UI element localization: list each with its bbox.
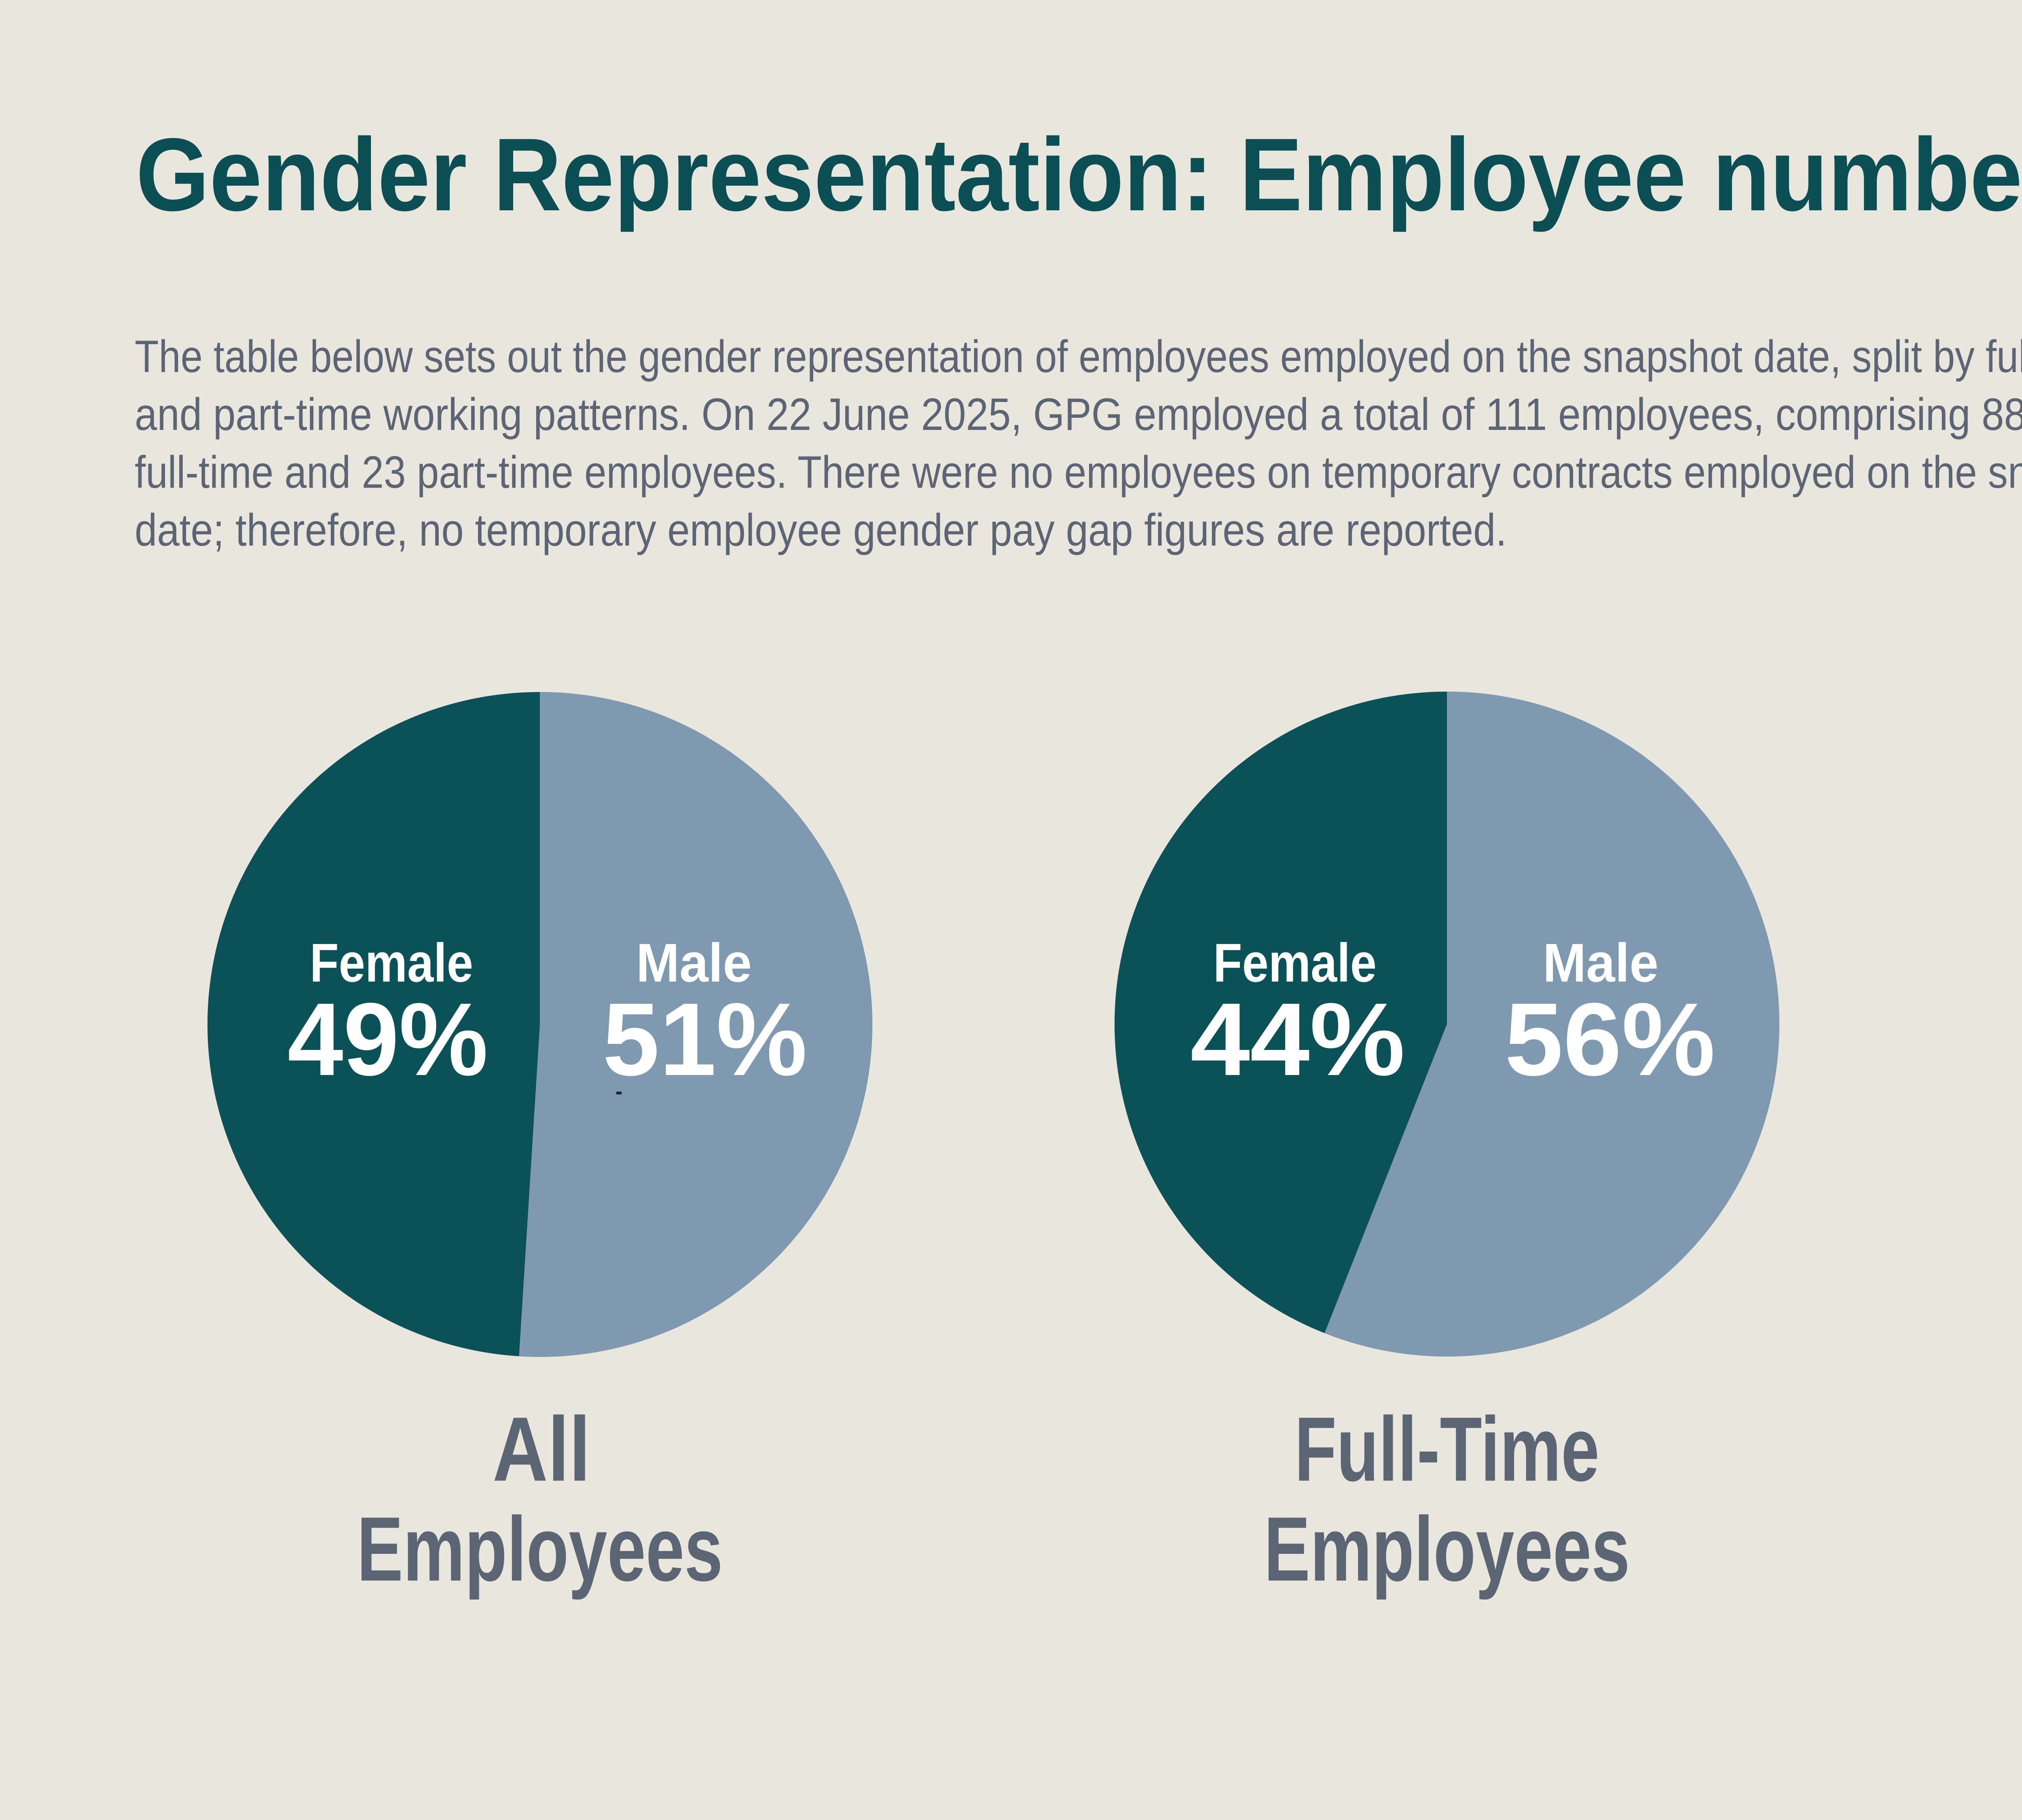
svg-text:Female: Female	[1213, 932, 1377, 993]
svg-text:full-time and 23 part-time emp: full-time and 23 part-time employees. Th…	[135, 447, 2022, 497]
svg-text:The table below sets out the g: The table below sets out the gender repr…	[135, 331, 2022, 382]
svg-text:Male: Male	[636, 932, 752, 993]
svg-text:49%: 49%	[288, 982, 488, 1097]
svg-text:Employees: Employees	[357, 1498, 723, 1600]
svg-text:and part-time working patterns: and part-time working patterns. On 22 Ju…	[135, 389, 2022, 440]
svg-text:44%: 44%	[1191, 982, 1405, 1097]
svg-text:56%: 56%	[1505, 982, 1715, 1097]
svg-text:Full-Time: Full-Time	[1294, 1398, 1599, 1500]
svg-text:All: All	[493, 1398, 590, 1500]
svg-text:Employees: Employees	[1264, 1498, 1630, 1600]
svg-text:51%: 51%	[603, 982, 807, 1097]
svg-text:Female: Female	[310, 932, 473, 993]
svg-text:date; therefore, no temporary: date; therefore, no temporary employee g…	[135, 505, 1507, 555]
svg-text:Gender Representation: Employe: Gender Representation: Employee numbers	[136, 117, 2022, 233]
svg-text:Male: Male	[1543, 932, 1658, 993]
